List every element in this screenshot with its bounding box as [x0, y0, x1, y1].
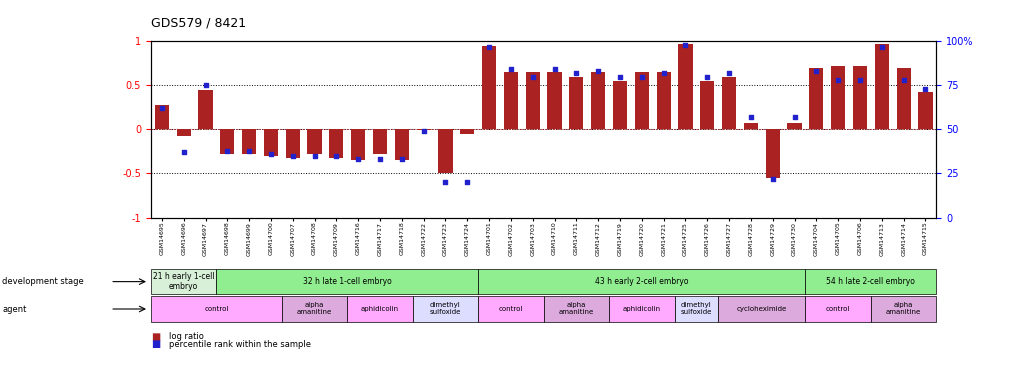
Point	[807, 68, 823, 74]
Bar	[351, 129, 365, 160]
Text: GDS579 / 8421: GDS579 / 8421	[151, 17, 246, 30]
Point	[655, 70, 672, 76]
Point	[306, 153, 322, 159]
Point	[481, 44, 497, 50]
Text: control: control	[825, 306, 850, 312]
Text: dimethyl
sulfoxide: dimethyl sulfoxide	[680, 303, 711, 315]
Text: 32 h late 1-cell embryo: 32 h late 1-cell embryo	[303, 277, 391, 286]
Point	[764, 176, 781, 182]
Point	[633, 74, 649, 80]
Bar	[569, 76, 583, 129]
Bar	[373, 129, 387, 154]
Point	[916, 86, 932, 92]
Bar	[242, 129, 256, 154]
Text: 43 h early 2-cell embryo: 43 h early 2-cell embryo	[594, 277, 688, 286]
Text: alpha
amanitine: alpha amanitine	[886, 303, 920, 315]
Bar	[329, 129, 343, 158]
Bar	[830, 66, 845, 129]
Bar	[896, 68, 910, 129]
Bar	[525, 72, 539, 129]
Bar	[743, 123, 757, 129]
Bar	[220, 129, 234, 154]
Point	[524, 74, 540, 80]
Point	[720, 70, 737, 76]
Text: 21 h early 1-cell
embryо: 21 h early 1-cell embryо	[153, 272, 214, 291]
Point	[459, 179, 475, 185]
Bar	[547, 72, 561, 129]
Bar	[808, 68, 822, 129]
Point	[677, 42, 693, 48]
Bar	[721, 76, 736, 129]
Point	[284, 153, 301, 159]
Point	[568, 70, 584, 76]
Bar	[678, 44, 692, 129]
Bar	[787, 123, 801, 129]
Point	[895, 77, 911, 83]
Text: control: control	[204, 306, 228, 312]
Point	[415, 128, 431, 134]
Point	[350, 156, 366, 162]
Text: development stage: development stage	[2, 277, 84, 286]
Point	[197, 82, 213, 88]
Bar	[285, 129, 300, 158]
Point	[742, 114, 758, 120]
Bar	[307, 129, 321, 154]
Bar	[612, 81, 627, 129]
Text: cycloheximide: cycloheximide	[736, 306, 787, 312]
Point	[851, 77, 867, 83]
Point	[546, 66, 562, 72]
Text: percentile rank within the sample: percentile rank within the sample	[169, 340, 311, 349]
Point	[263, 151, 279, 157]
Text: ■: ■	[151, 339, 160, 349]
Point	[698, 74, 714, 80]
Text: agent: agent	[2, 304, 26, 313]
Bar	[438, 129, 452, 173]
Bar	[634, 72, 648, 129]
Bar	[765, 129, 780, 178]
Point	[589, 68, 605, 74]
Point	[437, 179, 453, 185]
Point	[240, 147, 257, 153]
Bar	[416, 129, 430, 130]
Point	[829, 77, 846, 83]
Bar	[874, 44, 888, 129]
Point	[219, 147, 235, 153]
Bar	[699, 81, 713, 129]
Point	[786, 114, 802, 120]
Text: aphidicolin: aphidicolin	[361, 306, 398, 312]
Bar	[852, 66, 866, 129]
Bar	[656, 72, 671, 129]
Point	[873, 44, 890, 50]
Text: control: control	[498, 306, 523, 312]
Point	[372, 156, 388, 162]
Bar	[460, 129, 474, 134]
Bar	[155, 105, 169, 129]
Bar	[394, 129, 409, 160]
Text: 54 h late 2-cell embryo: 54 h late 2-cell embryo	[825, 277, 914, 286]
Point	[154, 105, 170, 111]
Point	[393, 156, 410, 162]
Bar	[176, 129, 191, 135]
Text: alpha
amanitine: alpha amanitine	[297, 303, 332, 315]
Text: ■: ■	[151, 332, 160, 342]
Bar	[264, 129, 278, 156]
Text: aphidicolin: aphidicolin	[623, 306, 660, 312]
Point	[175, 149, 192, 155]
Text: dimethyl
sulfoxide: dimethyl sulfoxide	[429, 303, 461, 315]
Text: log ratio: log ratio	[169, 332, 204, 341]
Bar	[591, 72, 604, 129]
Point	[611, 74, 628, 80]
Bar	[482, 46, 495, 129]
Bar	[917, 92, 931, 129]
Bar	[503, 72, 518, 129]
Point	[328, 153, 344, 159]
Point	[502, 66, 519, 72]
Text: alpha
amanitine: alpha amanitine	[558, 303, 593, 315]
Bar	[199, 90, 212, 129]
